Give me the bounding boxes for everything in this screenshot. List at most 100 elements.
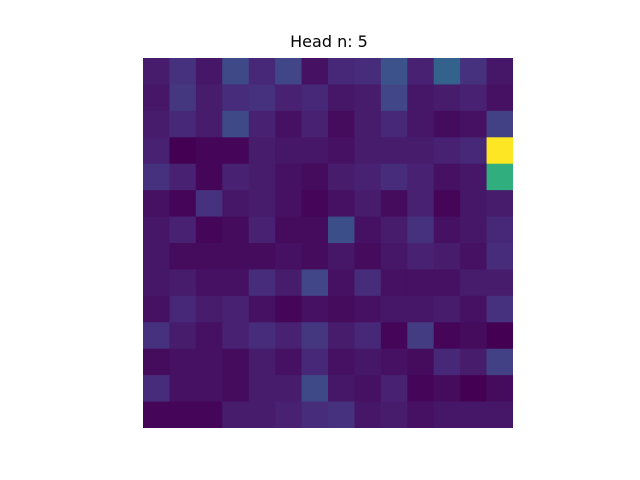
- heatmap-cell: [486, 137, 513, 165]
- heatmap-cell: [248, 269, 276, 297]
- heatmap-cell: [195, 322, 223, 350]
- heatmap-cell: [328, 216, 355, 244]
- heatmap-cell: [380, 243, 408, 270]
- heatmap-cell: [222, 348, 250, 376]
- heatmap-cell: [354, 163, 382, 191]
- heatmap-cell: [460, 269, 488, 297]
- heatmap-cell: [486, 58, 513, 85]
- heatmap-cell: [407, 216, 435, 244]
- heatmap-cell: [433, 58, 461, 85]
- heatmap-cell: [275, 295, 303, 323]
- heatmap-cell: [143, 269, 170, 297]
- heatmap-cell: [328, 84, 355, 112]
- heatmap-cell: [354, 401, 382, 428]
- heatmap-cell: [380, 84, 408, 112]
- heatmap-cell: [195, 190, 223, 218]
- heatmap-cell: [222, 190, 250, 218]
- heatmap-cell: [486, 110, 513, 138]
- heatmap-cell: [354, 269, 382, 297]
- heatmap-cell: [433, 322, 461, 350]
- heatmap-cell: [460, 322, 488, 350]
- heatmap-cell: [407, 137, 435, 165]
- heatmap-cell: [301, 295, 329, 323]
- heatmap-cell: [354, 322, 382, 350]
- heatmap-cell: [169, 375, 197, 403]
- heatmap-cell: [460, 348, 488, 376]
- heatmap-cell: [195, 110, 223, 138]
- heatmap-cell: [301, 375, 329, 403]
- heatmap-cell: [275, 243, 303, 270]
- heatmap-cell: [248, 110, 276, 138]
- heatmap-cell: [328, 110, 355, 138]
- heatmap-cell: [301, 322, 329, 350]
- heatmap-cell: [380, 348, 408, 376]
- heatmap-cell: [460, 110, 488, 138]
- heatmap-cell: [433, 401, 461, 428]
- heatmap-cell: [248, 243, 276, 270]
- heatmap-cell: [195, 348, 223, 376]
- heatmap-cell: [248, 401, 276, 428]
- heatmap-cell: [354, 58, 382, 85]
- heatmap-cell: [143, 163, 170, 191]
- heatmap-cell: [222, 375, 250, 403]
- heatmap-cell: [222, 243, 250, 270]
- heatmap-cell: [407, 84, 435, 112]
- heatmap-cell: [275, 216, 303, 244]
- heatmap-cell: [460, 401, 488, 428]
- heatmap-cell: [407, 322, 435, 350]
- heatmap-cell: [248, 216, 276, 244]
- heatmap-cell: [169, 137, 197, 165]
- heatmap-cell: [169, 84, 197, 112]
- heatmap-cell: [380, 269, 408, 297]
- heatmap-cell: [380, 401, 408, 428]
- heatmap-cell: [275, 348, 303, 376]
- heatmap-cell: [380, 110, 408, 138]
- heatmap-cell: [433, 190, 461, 218]
- heatmap-cell: [195, 216, 223, 244]
- heatmap-cell: [248, 295, 276, 323]
- heatmap-cell: [380, 137, 408, 165]
- heatmap-cell: [486, 216, 513, 244]
- heatmap-cell: [222, 322, 250, 350]
- heatmap-cell: [486, 190, 513, 218]
- heatmap-cell: [407, 375, 435, 403]
- heatmap-cell: [328, 163, 355, 191]
- heatmap-cell: [460, 58, 488, 85]
- heatmap-cell: [486, 269, 513, 297]
- heatmap-cell: [380, 58, 408, 85]
- heatmap-cell: [380, 190, 408, 218]
- heatmap-cell: [222, 58, 250, 85]
- heatmap-cell: [328, 269, 355, 297]
- heatmap-cell: [486, 348, 513, 376]
- heatmap-cell: [328, 401, 355, 428]
- heatmap-cell: [301, 190, 329, 218]
- heatmap-cell: [460, 375, 488, 403]
- heatmap-cell: [143, 58, 170, 85]
- heatmap-cell: [354, 295, 382, 323]
- heatmap-cell: [460, 190, 488, 218]
- heatmap-cell: [301, 401, 329, 428]
- heatmap-cell: [328, 58, 355, 85]
- heatmap-cell: [354, 348, 382, 376]
- heatmap-cell: [328, 348, 355, 376]
- heatmap-cell: [301, 58, 329, 85]
- heatmap-cell: [222, 295, 250, 323]
- heatmap-cell: [222, 401, 250, 428]
- heatmap-cell: [143, 375, 170, 403]
- heatmap-cell: [275, 322, 303, 350]
- heatmap-cell: [301, 243, 329, 270]
- heatmap-cell: [486, 401, 513, 428]
- heatmap-cell: [354, 137, 382, 165]
- heatmap-cell: [486, 243, 513, 270]
- heatmap-cell: [143, 243, 170, 270]
- heatmap-cell: [248, 163, 276, 191]
- heatmap-cell: [143, 401, 170, 428]
- heatmap-cell: [301, 163, 329, 191]
- heatmap-cell: [407, 295, 435, 323]
- heatmap-cell: [460, 243, 488, 270]
- heatmap-cell: [222, 216, 250, 244]
- heatmap-plot: [143, 58, 513, 428]
- heatmap-cell: [301, 216, 329, 244]
- heatmap-cell: [248, 375, 276, 403]
- heatmap-cell: [407, 243, 435, 270]
